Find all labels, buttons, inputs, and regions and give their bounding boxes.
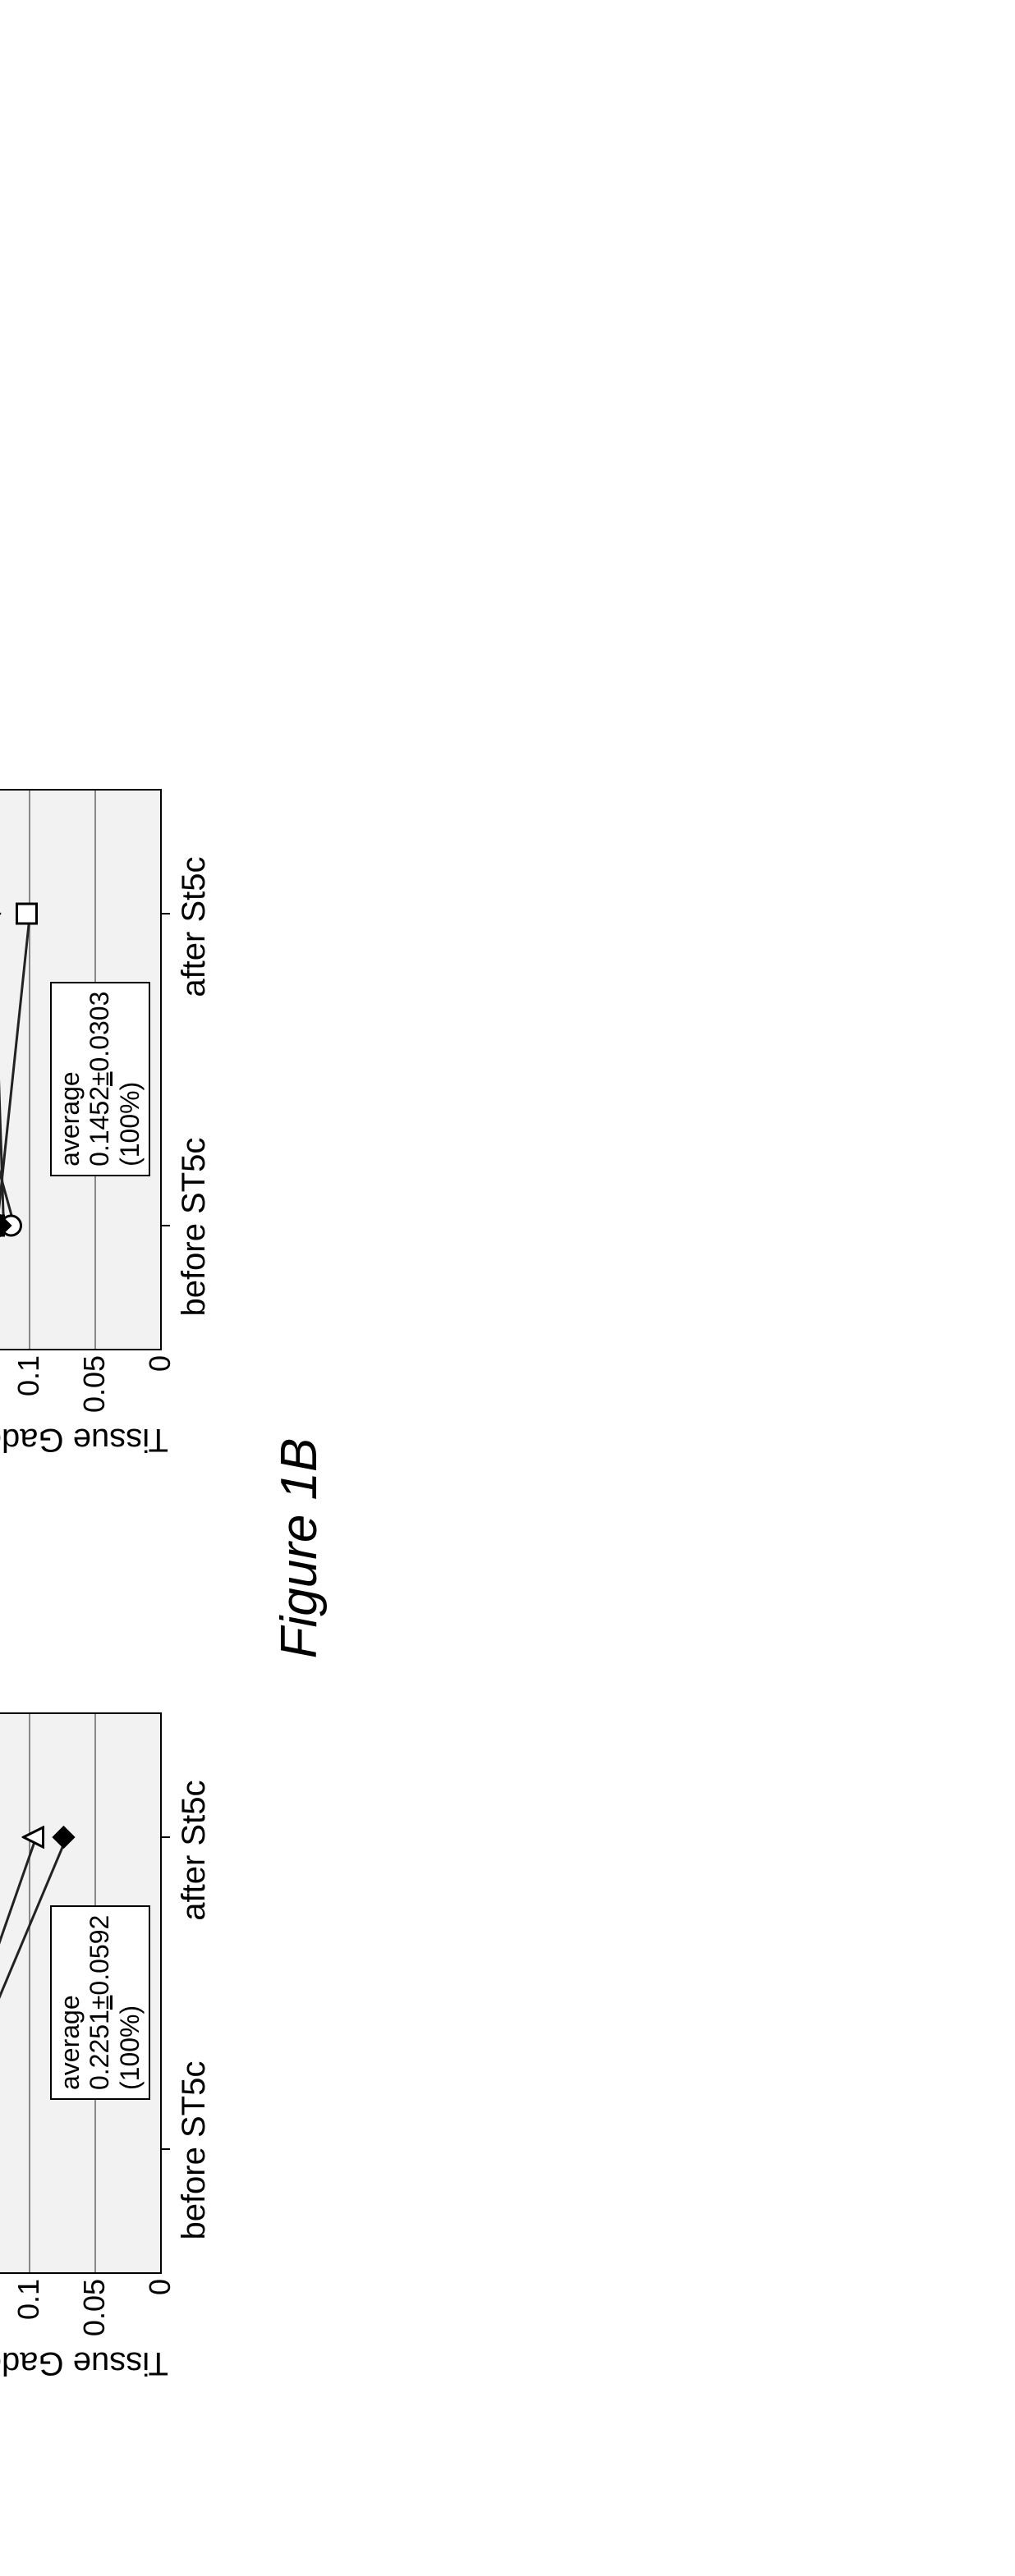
x-ticks: before ST5c after St5c: [176, 807, 213, 1365]
annotation-line: 0.1452±0.0303: [85, 992, 115, 1167]
annotation-line: average: [55, 992, 85, 1167]
x-tick-mark: [160, 913, 170, 914]
figure-caption: Figure 1B: [270, 1438, 328, 1659]
x-tick-label: after St5c: [176, 1781, 213, 1921]
panel-muscle: muscleTissue Gadolinium concentration00.…: [0, 715, 213, 1458]
y-axis-label: Tissue Gadolinium concentration: [0, 2345, 169, 2381]
x-tick-mark: [160, 2148, 170, 2150]
annotation-line: 0.2251±0.0592: [85, 1915, 115, 2090]
marker-triangle-open: [21, 1826, 48, 1849]
marker-diamond-filled3: [0, 1214, 16, 1237]
panels-row: tumorTissue Gadolinium concentration00.0…: [0, 715, 213, 2381]
figure-wrap: tumorTissue Gadolinium concentration00.0…: [0, 520, 494, 2576]
panel-tumor: tumorTissue Gadolinium concentration00.0…: [0, 1639, 213, 2381]
page: tumorTissue Gadolinium concentration00.0…: [0, 0, 1015, 2056]
plot-area: average0.1414±0.0505(62.8%)average0.2251…: [0, 1712, 162, 2274]
x-tick-label: before ST5c: [176, 1138, 213, 1317]
x-tick-mark: [160, 1225, 170, 1226]
annotation-line: average: [55, 1915, 85, 2090]
annotation-line: (100%): [115, 1915, 145, 2090]
rotated-container: tumorTissue Gadolinium concentration00.0…: [0, 520, 494, 2576]
series-line: [0, 1836, 38, 2150]
grid-line: [29, 1714, 30, 2272]
chart-row: Tissue Gadolinium concentration 00.050.10…: [0, 715, 169, 1458]
x-tick-label: before ST5c: [176, 2061, 213, 2240]
x-tick-mark: [160, 1836, 170, 1838]
x-ticks: before ST5c after St5c: [176, 1731, 213, 2290]
y-axis-label: Tissue Gadolinium concentration: [0, 1421, 169, 1458]
grid-line: [29, 791, 30, 1349]
marker-diamond-filled3: [0, 902, 6, 925]
x-tick-label: after St5c: [176, 856, 213, 997]
marker-diamond-filled: [52, 1826, 79, 1849]
annotation-box: average0.2251±0.0592(100%): [50, 1905, 150, 2100]
marker-square-open: [15, 902, 42, 925]
annotation-box: average0.1452±0.0303(100%): [50, 982, 150, 1176]
series-line: [0, 913, 31, 1226]
series-line: [0, 913, 5, 1226]
plot-area: average0.1476±0.0276(101.7%)average0.145…: [0, 789, 162, 1350]
y-ticks: 00.050.10.150.20.250.30.35: [0, 2279, 160, 2336]
annotation-line: (100%): [115, 992, 145, 1167]
chart-row: Tissue Gadolinium concentration 00.050.10…: [0, 1639, 169, 2381]
y-ticks: 00.050.10.150.20.250.30.35: [0, 1355, 160, 1413]
